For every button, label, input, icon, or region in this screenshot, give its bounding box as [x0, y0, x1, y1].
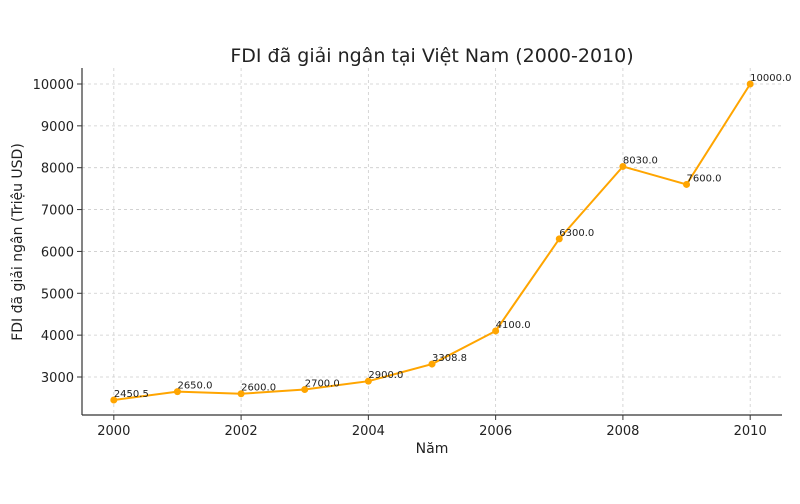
x-tick-label: 2008 — [606, 424, 639, 439]
data-label: 8030.0 — [623, 155, 658, 166]
x-tick-label: 2000 — [97, 424, 130, 439]
data-point — [110, 396, 118, 404]
data-point — [619, 162, 627, 170]
series: 2450.5 2650.0 2600.0 2700.0 2900.0 3308.8 4100… — [110, 73, 792, 404]
y-tick-label: 8000 — [41, 162, 74, 177]
data-point — [301, 386, 309, 394]
x-tick-label: 2006 — [479, 424, 512, 439]
data-point — [555, 235, 563, 243]
axes: 2000 2002 2004 2006 2008 2010 3000 4000 5000 6000… — [33, 68, 782, 439]
data-point — [492, 327, 500, 335]
y-axis-label: FDI đã giải ngân (Triệu USD) — [10, 143, 26, 341]
data-point — [428, 360, 436, 368]
chart-title: FDI đã giải ngân tại Việt Nam (2000-2010… — [230, 45, 633, 67]
data-point — [683, 180, 691, 188]
data-label: 6300.0 — [559, 228, 594, 239]
data-point — [173, 388, 181, 396]
x-axis-label: Năm — [416, 441, 449, 457]
x-tick-label: 2010 — [734, 424, 767, 439]
data-point — [746, 80, 754, 88]
y-tick-label: 6000 — [41, 245, 74, 260]
data-point — [237, 390, 245, 398]
y-tick-label: 5000 — [41, 287, 74, 302]
data-label: 4100.0 — [496, 320, 531, 331]
data-label: 2650.0 — [177, 381, 212, 392]
y-tick-label: 3000 — [41, 371, 74, 386]
data-label: 2700.0 — [305, 379, 340, 390]
data-label: 10000.0 — [750, 73, 791, 84]
data-label: 3308.8 — [432, 353, 467, 364]
y-tick-label: 9000 — [41, 120, 74, 135]
grid — [82, 68, 782, 415]
data-point — [364, 377, 372, 385]
data-label: 2600.0 — [241, 383, 276, 394]
data-label: 2450.5 — [114, 389, 149, 400]
x-tick-label: 2002 — [225, 424, 258, 439]
y-tick-label: 7000 — [41, 204, 74, 219]
y-tick-label: 4000 — [41, 329, 74, 344]
data-label: 7600.0 — [687, 173, 722, 184]
y-tick-label: 10000 — [33, 78, 74, 93]
x-tick-label: 2004 — [352, 424, 385, 439]
data-label: 2900.0 — [368, 370, 403, 381]
